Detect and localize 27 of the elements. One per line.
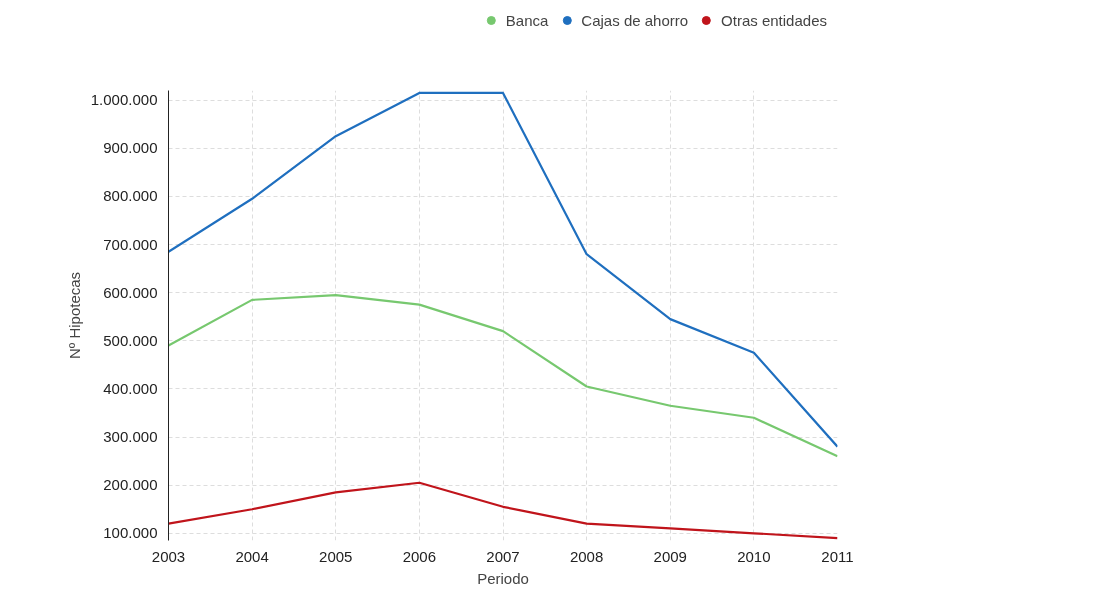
x-tick-label: 2006 bbox=[402, 547, 437, 565]
x-tick-label: 2011 bbox=[821, 547, 854, 565]
y-tick-label: 800.000 bbox=[103, 187, 158, 205]
x-tick-label: 2008 bbox=[569, 547, 604, 565]
line-series bbox=[168, 293, 838, 458]
y-axis-title: Nº Hipotecas bbox=[65, 271, 83, 360]
x-tick-label: 2007 bbox=[486, 547, 520, 565]
x-axis-title: Periodo bbox=[477, 569, 529, 587]
legend-label: Otras entidades bbox=[721, 11, 827, 29]
y-tick-label: 400.000 bbox=[103, 379, 158, 397]
legend-label: Banca bbox=[505, 11, 549, 29]
x-tick-label: 2009 bbox=[653, 547, 687, 565]
line-series bbox=[168, 91, 838, 448]
y-tick-label: 500.000 bbox=[103, 331, 158, 349]
y-tick-label: 300.000 bbox=[103, 428, 158, 446]
x-tick-label: 2004 bbox=[235, 547, 269, 565]
y-tick-label: 200.000 bbox=[103, 476, 158, 494]
x-tick-label: 2003 bbox=[151, 547, 186, 565]
x-tick-label: 2005 bbox=[319, 547, 353, 565]
y-tick-label: 100.000 bbox=[103, 524, 158, 542]
y-tick-label: 900.000 bbox=[103, 139, 158, 157]
x-tick-label: 2010 bbox=[737, 547, 771, 565]
y-tick-label: 700.000 bbox=[103, 235, 158, 253]
y-tick-label: 1.000.000 bbox=[90, 91, 158, 109]
legend-label: Cajas de ahorro bbox=[581, 11, 689, 29]
line-series bbox=[168, 481, 838, 540]
y-tick-label: 600.000 bbox=[103, 283, 158, 301]
